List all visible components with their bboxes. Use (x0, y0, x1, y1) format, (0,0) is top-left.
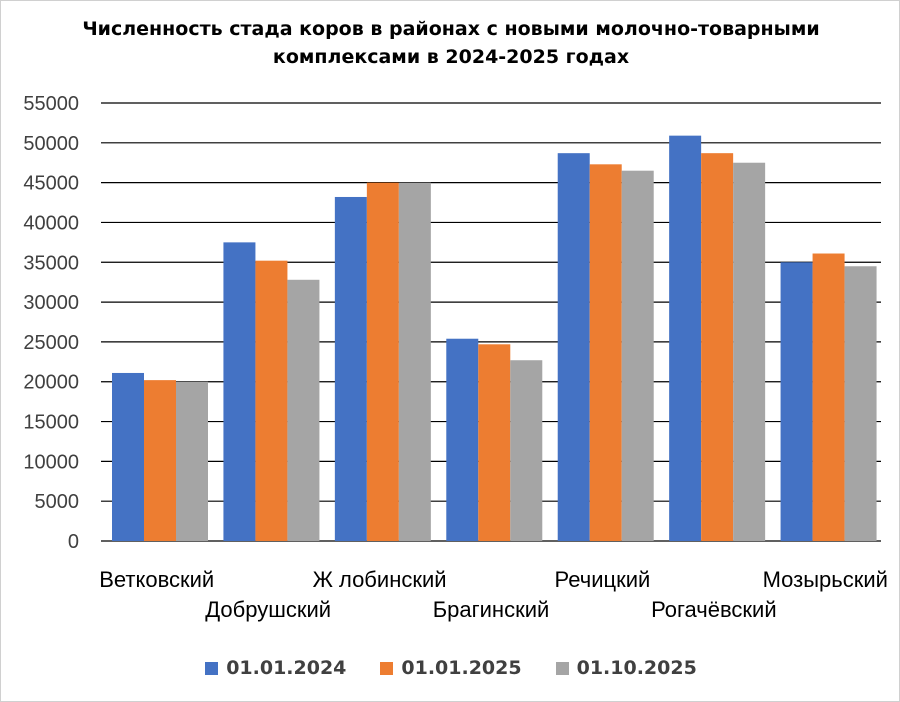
y-tick-label: 15000 (23, 412, 79, 434)
legend-swatch (380, 661, 394, 675)
y-tick-label: 55000 (23, 93, 79, 115)
y-tick-label: 10000 (23, 451, 79, 473)
legend-label: 01.01.2024 (226, 657, 347, 679)
legend-label: 01.01.2025 (401, 657, 522, 679)
bar (144, 380, 176, 541)
bars (112, 135, 877, 542)
bar (334, 196, 367, 542)
bar (478, 344, 511, 541)
bar (112, 372, 144, 541)
legend: 01.01.2024 01.01.2025 01.10.2025 (1, 657, 899, 679)
bar (812, 253, 845, 541)
x-tick-label: Добрушский (205, 597, 331, 622)
bar (844, 266, 877, 541)
y-tick-label: 25000 (23, 332, 79, 354)
legend-item: 01.01.2025 (380, 657, 522, 679)
chart-title: Численность стада коров в районах с новы… (82, 18, 820, 68)
y-tick-label: 30000 (23, 292, 79, 314)
bar (255, 260, 288, 541)
y-tick-label: 20000 (23, 372, 79, 394)
y-axis-ticks: 0 5000 10000 15000 20000 25000 30000 35000 40000… (23, 93, 79, 553)
x-tick-label: Брагинский (433, 597, 550, 622)
x-tick-label: Речицкий (555, 567, 651, 592)
bar (669, 135, 702, 541)
bar (446, 338, 479, 541)
y-tick-label: 5000 (35, 491, 80, 513)
bar (589, 164, 622, 541)
bar (510, 360, 543, 541)
legend-label: 01.10.2025 (576, 657, 697, 679)
bar (176, 381, 208, 541)
x-tick-label: Ветковский (99, 567, 214, 592)
bar (287, 279, 320, 541)
y-tick-label: 40000 (23, 212, 79, 234)
x-tick-label: Рогачёвский (651, 597, 777, 622)
bar (621, 170, 654, 541)
chart-plot: 0 5000 10000 15000 20000 25000 30000 35000 40000… (23, 93, 888, 622)
bar (733, 162, 766, 541)
legend-swatch (205, 661, 219, 675)
bar (557, 153, 590, 542)
legend-item: 01.10.2025 (555, 657, 697, 679)
legend-swatch (555, 661, 569, 675)
x-axis-ticks: Ветковский Добрушский Ж лобинский Брагински… (99, 567, 888, 622)
bar (223, 242, 256, 541)
legend-item: 01.01.2024 (205, 657, 346, 679)
bar (780, 262, 813, 541)
y-tick-label: 0 (68, 531, 79, 553)
bar (398, 182, 431, 542)
bar (366, 182, 399, 542)
y-tick-label: 45000 (23, 173, 79, 195)
bar (701, 153, 734, 542)
x-tick-label: Мозырьский (763, 567, 888, 592)
y-tick-label: 50000 (23, 133, 79, 155)
y-tick-label: 35000 (23, 252, 79, 274)
x-tick-label: Ж лобинский (313, 567, 447, 592)
